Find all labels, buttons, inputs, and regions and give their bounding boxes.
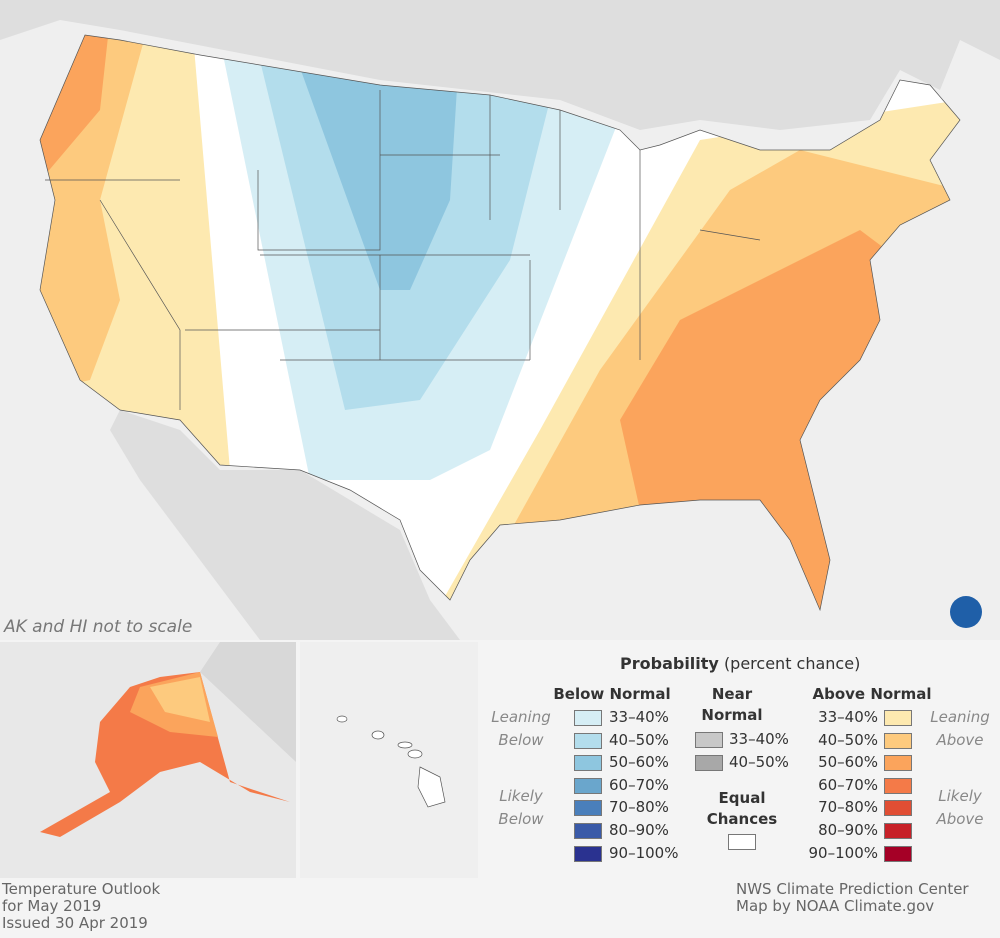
leaning-above-label: Leaning Above [930,708,990,749]
contiguous-us-map: AK and HI not to scale [0,0,1000,640]
above-range-label: 60–70% [818,775,878,794]
west-40-50 [40,35,155,400]
hawaii-inset [300,642,478,878]
alaska-inset [0,642,296,878]
near-swatch [695,732,723,748]
equal-chances-swatch [728,834,756,850]
state-borders [39,34,961,612]
mexico-land [110,410,460,640]
above-swatch [884,800,912,817]
below-swatch [574,755,602,772]
probability-legend: Probability (percent chance) Below Norma… [482,642,1000,878]
legend-title: Probability (percent chance) [620,654,861,673]
likely-above-label: Likely Above [936,787,984,828]
scale-note: AK and HI not to scale [3,617,192,637]
below-range-label: 50–60% [609,753,669,772]
below-normal-heading: Below Normal [553,685,671,703]
noaa-logo [950,596,982,628]
above-swatch [884,777,912,794]
below-range-label: 60–70% [609,775,669,794]
below-swatch [574,710,602,726]
footer-right: NWS Climate Prediction Center Map by NOAA… [736,880,969,915]
below-swatch [574,800,602,817]
leaning-below-label: Leaning Below [491,708,551,749]
above-swatch [884,845,912,862]
above-swatch [884,755,912,772]
near-normal-heading: Near Normal [701,685,763,724]
likely-below-label: Likely Below [498,787,544,828]
canada-land [0,0,1000,130]
below-swatch [574,823,602,839]
near-range-label: 40–50% [729,752,789,771]
below-range-label: 80–90% [609,821,669,839]
above-range-label: 90–100% [808,843,878,862]
below-swatch [574,845,602,862]
below-range-label: 90–100% [609,843,679,862]
above-range-label: 50–60% [818,753,878,772]
above-range-label: 40–50% [818,730,878,749]
above-range-label: 33–40% [818,708,878,726]
above-swatch [884,710,912,726]
below-range-label: 33–40% [609,708,669,726]
above-range-label: 70–80% [818,798,878,817]
footer-left: Temperature Outlook for May 2019 Issued 30… [2,880,161,932]
near-range-label: 33–40% [729,730,789,748]
below-swatch [574,777,602,794]
below-range-label: 40–50% [609,730,669,749]
above-range-label: 80–90% [818,821,878,839]
above-normal-heading: Above Normal [812,685,932,703]
near-swatch [695,754,723,771]
below-swatch [574,732,602,749]
below-range-label: 70–80% [609,798,669,817]
central-below-50-60 [290,40,460,290]
above-swatch [884,823,912,839]
above-swatch [884,732,912,749]
equal-chances-heading: Equal Chances [706,789,778,828]
